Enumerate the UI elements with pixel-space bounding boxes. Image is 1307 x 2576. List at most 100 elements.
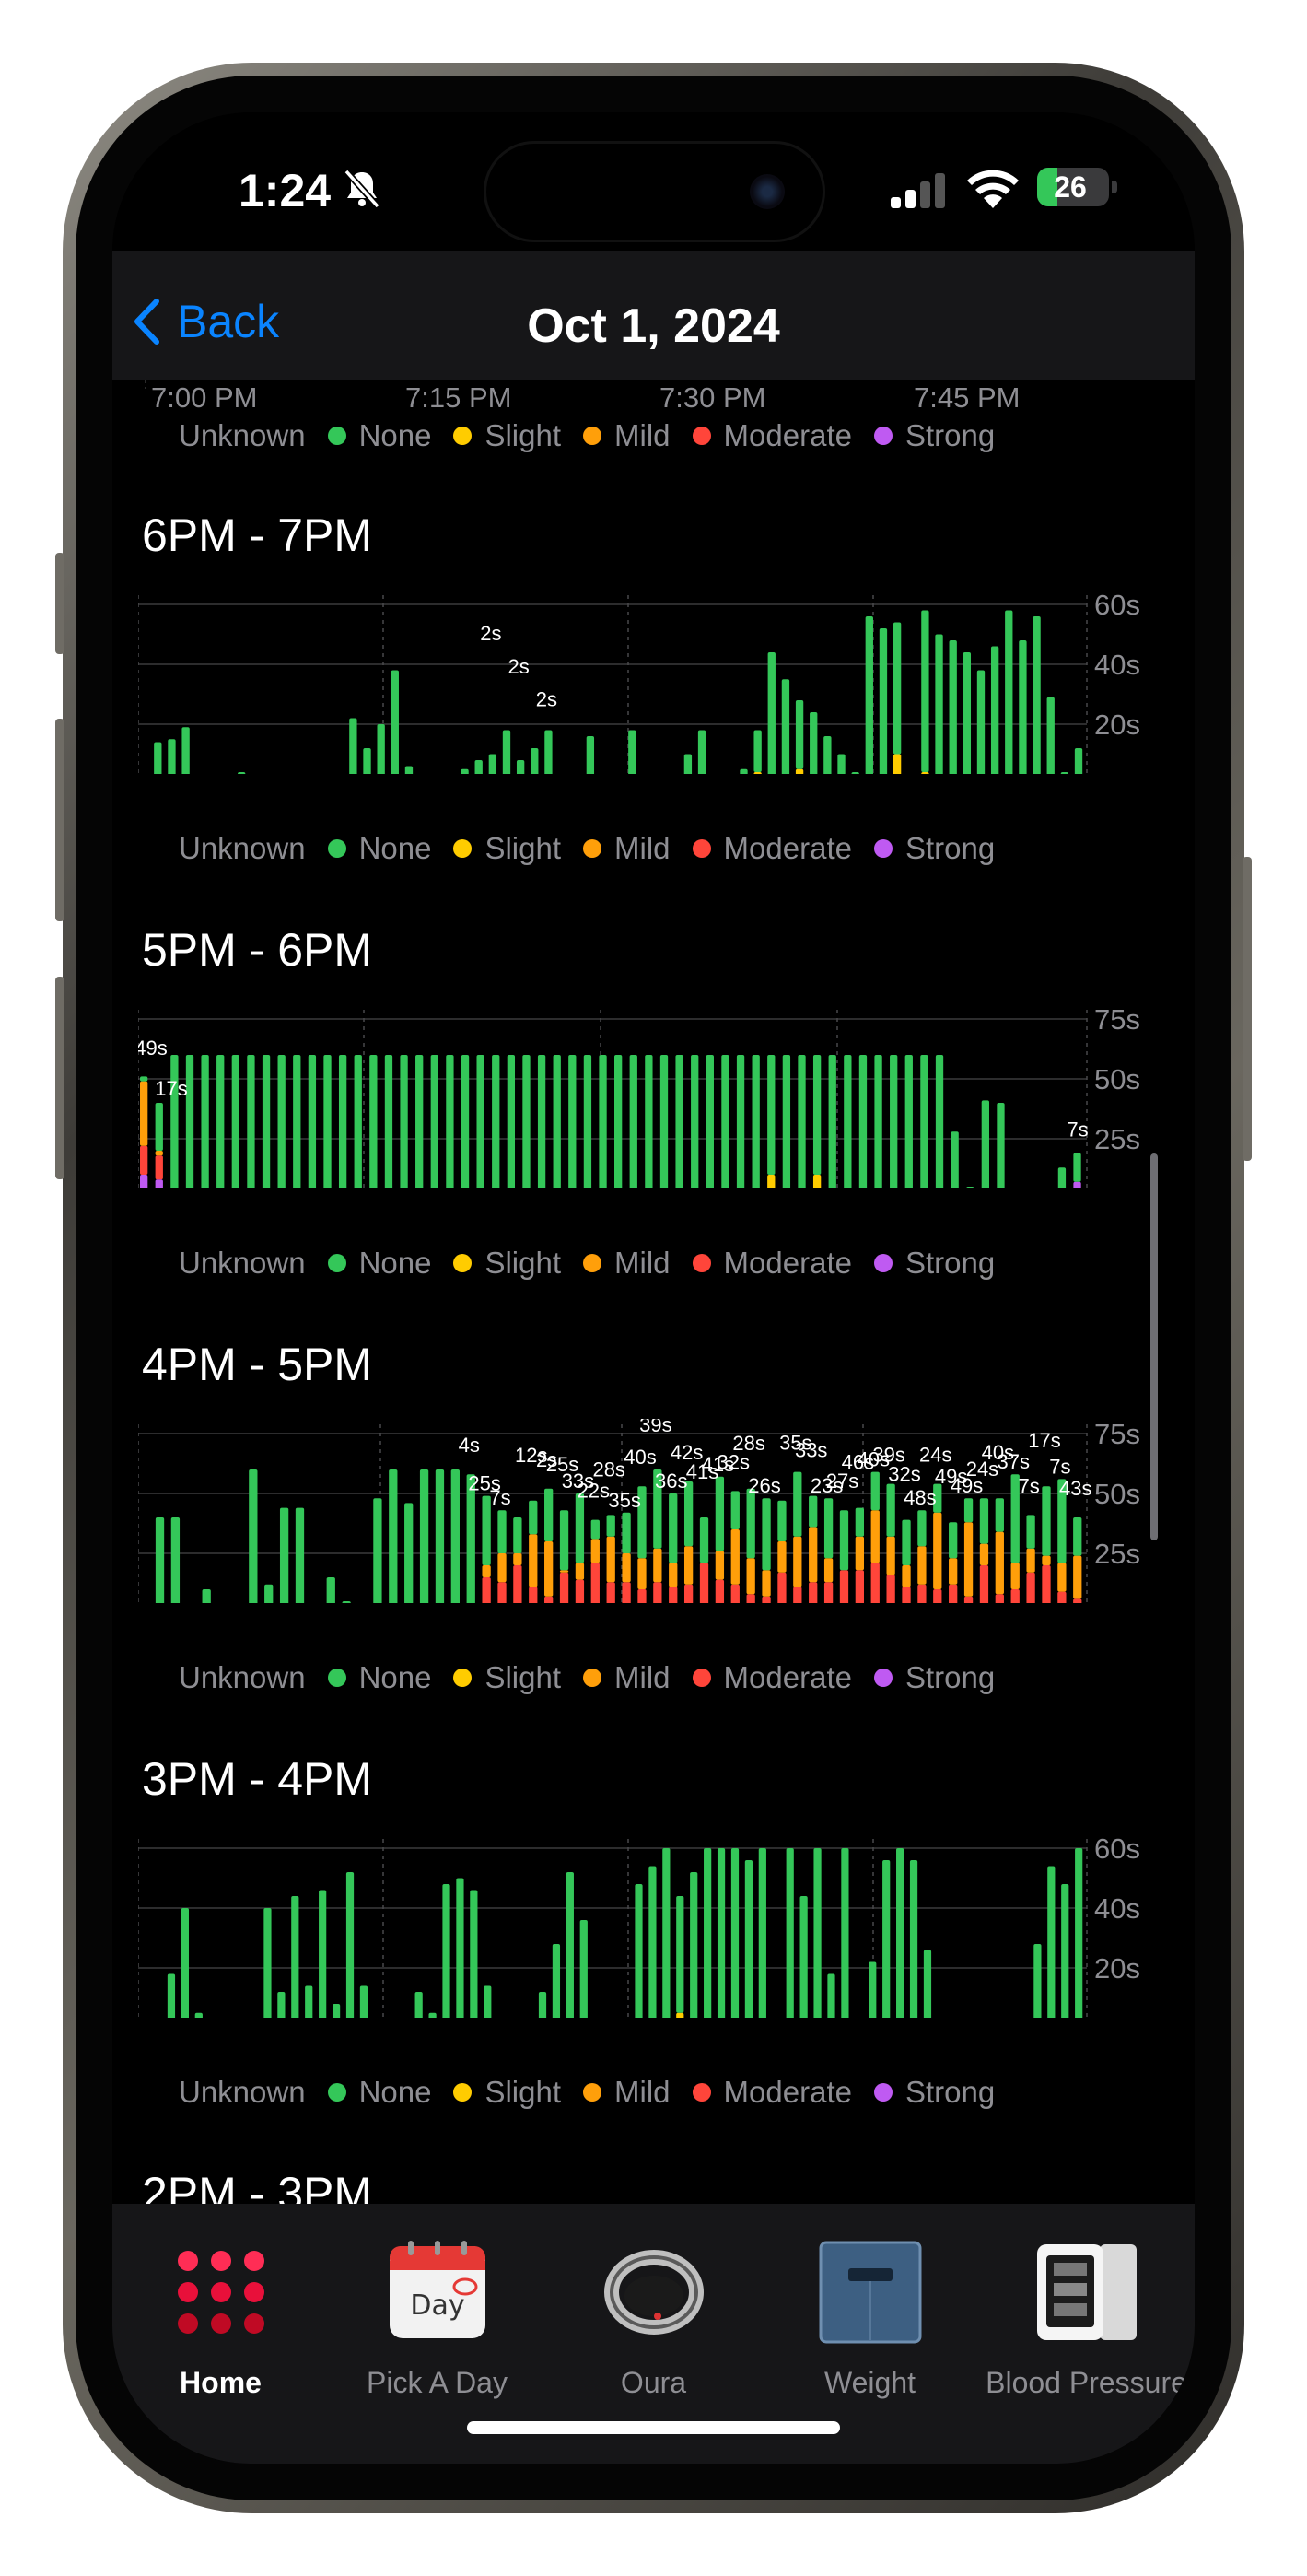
bar-segment — [874, 1055, 882, 1188]
legend-none-dot — [327, 839, 346, 858]
bar-segment — [583, 1055, 592, 1188]
data-label: 23s — [811, 1474, 843, 1497]
bar-segment — [855, 1507, 865, 1537]
data-label: 25s — [546, 1453, 578, 1476]
bar-segment — [628, 730, 636, 774]
bar-segment — [917, 1584, 927, 1603]
legend-strong: Strong — [904, 2075, 996, 2109]
bar-segment — [637, 1558, 647, 1589]
bar-segment — [484, 1985, 492, 2018]
bar-segment — [194, 2012, 203, 2018]
bar-segment — [823, 1498, 834, 1559]
bar-segment — [575, 1493, 585, 1563]
bar-segment — [879, 628, 888, 774]
legend-mild-dot — [583, 839, 602, 858]
bar-segment — [730, 1529, 740, 1585]
bar-segment — [140, 1175, 148, 1188]
bar-segment — [762, 1498, 771, 1571]
bar-segment — [886, 1483, 895, 1537]
bar-segment — [851, 772, 859, 774]
tab-oura[interactable]: Oura — [545, 2241, 762, 2400]
legend-mild: Mild — [614, 831, 671, 865]
y-tick-label: 0s — [1094, 1598, 1125, 1603]
y-tick-label: 0s — [1094, 2012, 1125, 2018]
y-tick-label: 25s — [1094, 1538, 1140, 1570]
bar-segment — [753, 772, 762, 774]
bar-segment — [522, 1055, 531, 1188]
bar-segment — [482, 1495, 491, 1565]
page-title: Oct 1, 2024 — [527, 299, 780, 353]
bar-segment — [1026, 1548, 1035, 1573]
bar-segment — [369, 1055, 378, 1188]
bar-segment — [247, 1055, 255, 1188]
bar-segment — [249, 1469, 258, 1603]
legend-slight: Slight — [484, 831, 562, 865]
bar-segment — [264, 1584, 274, 1603]
data-label: 17s — [155, 1077, 187, 1100]
bar-segment — [345, 1872, 355, 2018]
bar-segment — [799, 1896, 808, 2018]
legend-unknown: Unknown — [179, 831, 306, 865]
data-label: 40s — [858, 1448, 890, 1471]
legend: Unknown None Slight Mild Moderate Strong — [179, 2075, 995, 2110]
tab-home[interactable]: Home — [112, 2241, 329, 2400]
bar-segment — [995, 1498, 1004, 1532]
home-indicator[interactable] — [467, 2421, 840, 2434]
bar-segment — [349, 718, 357, 774]
legend-strong-dot — [873, 2083, 893, 2102]
bar-segment — [1061, 1884, 1069, 2018]
bar-segment — [492, 1055, 500, 1188]
bar-segment — [629, 1055, 637, 1188]
back-button[interactable]: Back — [133, 295, 279, 348]
data-label: 42s — [671, 1441, 703, 1464]
y-tick-label: 60s — [1094, 1833, 1140, 1865]
bar-segment — [516, 760, 525, 774]
data-label: 28s — [732, 1432, 764, 1455]
bar-segment — [1005, 610, 1013, 774]
bar-segment — [909, 1860, 918, 2018]
status-time: 1:24 — [239, 165, 332, 217]
bar-segment — [721, 1055, 729, 1188]
legend-moderate-dot — [692, 427, 711, 445]
data-label: 2s — [536, 688, 557, 711]
bar-segment — [363, 748, 371, 774]
bar-segment — [579, 1920, 588, 2018]
section-title-2pm: 2PM - 3PM — [142, 2168, 373, 2204]
legend-none: None — [358, 831, 432, 865]
bar-segment — [404, 1503, 414, 1603]
camera-icon — [750, 174, 785, 209]
bar-segment — [795, 700, 804, 769]
bar-segment — [428, 2012, 437, 2018]
tab-blood-pressure[interactable]: Blood Pressure — [978, 2241, 1195, 2400]
bar-segment — [326, 1577, 335, 1603]
legend-mild-dot — [583, 2083, 602, 2102]
bar-segment — [809, 1527, 818, 1583]
bar-segment — [699, 1563, 709, 1603]
y-tick-label: 20s — [1094, 1952, 1140, 1985]
scroll-content[interactable]: 7:00 PM 7:15 PM 7:30 PM 7:45 PM Unknown … — [112, 380, 1195, 2204]
x-tick-label: 7:30 PM — [659, 381, 765, 414]
bar-segment — [704, 1848, 712, 2018]
bar-segment — [474, 760, 483, 774]
legend-moderate: Moderate — [723, 1246, 852, 1280]
bar-segment — [715, 1476, 725, 1551]
bar-segment — [717, 1848, 726, 2018]
bar-segment — [1046, 697, 1055, 774]
bar-segment — [758, 1848, 766, 2018]
bar-segment — [497, 1553, 507, 1583]
chart-4pm-5pm: 0s25s50s75s4:00 PM4:15 PM4:30 PM4:45 PM2… — [138, 1419, 1140, 1603]
data-label: 27s — [826, 1469, 858, 1493]
bar-segment — [559, 1572, 569, 1603]
scroll-indicator[interactable] — [1150, 1153, 1158, 1540]
calendar-day-icon: Day — [386, 2241, 489, 2344]
bar-segment — [637, 1589, 647, 1603]
bar-segment — [354, 1055, 362, 1188]
bar-segment — [809, 1582, 818, 1603]
bar-segment — [997, 1103, 1005, 1188]
bar-segment — [963, 652, 972, 774]
legend-slight: Slight — [484, 2075, 562, 2109]
bar-segment — [966, 1187, 974, 1188]
tab-weight[interactable]: Weight — [762, 2241, 978, 2400]
data-label: 40s — [982, 1441, 1014, 1464]
tab-pick-a-day[interactable]: Day Pick A Day — [329, 2241, 545, 2400]
